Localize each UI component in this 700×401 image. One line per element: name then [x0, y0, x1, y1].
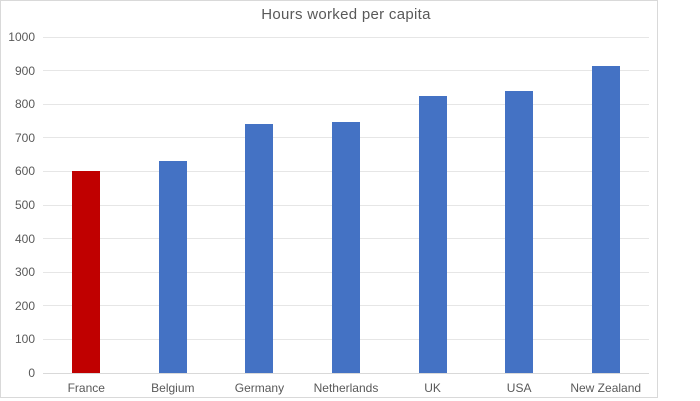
y-axis-tick-label: 400	[14, 231, 35, 246]
bar-netherlands	[332, 121, 360, 373]
bar-uk	[418, 96, 447, 373]
x-axis-line	[43, 372, 649, 374]
x-axis-category-label: New Zealand	[570, 381, 642, 395]
x-axis-category-label: USA	[506, 381, 532, 395]
x-axis-category-label: Belgium	[151, 381, 195, 395]
x-axis-category-label: UK	[424, 381, 441, 395]
bar-usa	[505, 90, 534, 373]
gridline	[43, 103, 649, 105]
y-axis-tick-label: 600	[14, 164, 35, 179]
y-axis-tick-label: 900	[14, 63, 35, 78]
x-axis-category-label: Germany	[234, 381, 285, 395]
y-axis-tick-label: 0	[28, 366, 35, 380]
chart-frame: Hours worked per capita 0 100 200 300 400 500…	[0, 0, 658, 398]
gridline	[43, 36, 649, 38]
bar-new-zealand	[591, 65, 620, 373]
y-axis-tick-label: 800	[14, 97, 35, 112]
gridline	[43, 70, 649, 72]
y-axis-tick-label: 300	[14, 265, 35, 280]
y-axis-tick-label: 200	[14, 298, 35, 313]
y-axis-tick-label: 500	[14, 198, 35, 212]
x-axis-category-label: France	[67, 381, 105, 395]
bar-france	[72, 171, 101, 373]
y-axis-tick-label: 100	[14, 332, 35, 347]
bar-germany	[245, 124, 274, 373]
y-axis-tick-label: 1000	[8, 30, 35, 44]
x-axis-category-label: Netherlands	[313, 381, 379, 395]
bar-belgium	[158, 161, 187, 373]
chart-title: Hours worked per capita	[261, 6, 431, 23]
y-axis-tick-label: 700	[14, 130, 35, 145]
